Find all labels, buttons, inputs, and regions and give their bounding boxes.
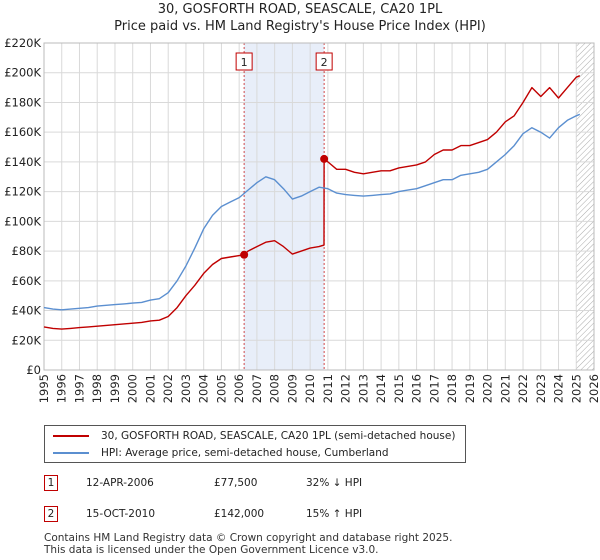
price-chart: £0 £20K £40K £60K £80K £100K £120K £140K £160K £1… bbox=[4, 36, 600, 403]
x-tick-label: 2001 bbox=[143, 374, 157, 403]
x-tick-label: 2009 bbox=[285, 374, 299, 403]
forecast-hatch bbox=[576, 43, 594, 370]
y-tick-label: £180K bbox=[4, 95, 41, 109]
x-tick-label: 2011 bbox=[321, 374, 335, 403]
footer-copyright: Contains HM Land Registry data © Crown c… bbox=[44, 532, 453, 544]
transaction-date: 15-OCT-2010 bbox=[86, 508, 155, 520]
x-tick-label: 2015 bbox=[392, 374, 406, 403]
footer-licence: This data is licensed under the Open Gov… bbox=[44, 544, 379, 556]
x-tick-label: 2004 bbox=[197, 374, 211, 403]
x-tick-label: 1996 bbox=[55, 374, 69, 403]
x-tick-label: 2012 bbox=[339, 374, 353, 403]
legend-item-hpi: HPI: Average price, semi-detached house,… bbox=[53, 445, 389, 461]
x-tick-label: 2006 bbox=[232, 374, 246, 403]
x-tick-label: 2016 bbox=[410, 374, 424, 403]
transaction-label-box bbox=[315, 52, 333, 71]
transaction-label: 1 bbox=[241, 56, 248, 69]
x-tick-label: 1995 bbox=[37, 374, 51, 403]
transaction-price: £77,500 bbox=[214, 477, 258, 489]
x-tick-label: 2019 bbox=[463, 374, 477, 403]
footer: Contains HM Land Registry data © Crown c… bbox=[44, 532, 452, 556]
transaction-number: 2 bbox=[44, 506, 58, 522]
x-tick-label: 2007 bbox=[250, 374, 264, 403]
y-tick-label: £140K bbox=[4, 155, 41, 169]
x-tick-label: 2022 bbox=[516, 374, 530, 403]
x-tick-label: 2014 bbox=[374, 374, 388, 403]
x-tick-label: 2000 bbox=[126, 374, 140, 403]
y-tick-label: £40K bbox=[12, 304, 42, 318]
x-tick-label: 2021 bbox=[498, 374, 512, 403]
legend-label-hpi: HPI: Average price, semi-detached house,… bbox=[101, 447, 389, 459]
legend-item-property: 30, GOSFORTH ROAD, SEASCALE, CA20 1PL (s… bbox=[53, 428, 455, 444]
y-tick-label: £60K bbox=[12, 274, 42, 288]
transaction-price: £142,000 bbox=[214, 508, 265, 520]
y-tick-label: £220K bbox=[4, 36, 41, 50]
y-tick-label: £20K bbox=[12, 333, 42, 347]
transaction-row-1: 1 12-APR-2006 £77,500 32% ↓ HPI bbox=[44, 474, 362, 492]
x-tick-label: 2013 bbox=[356, 374, 370, 403]
x-tick-label: 1997 bbox=[72, 374, 86, 403]
x-tick-label: 2002 bbox=[161, 374, 175, 403]
y-tick-label: £120K bbox=[4, 185, 41, 199]
x-tick-label: 2020 bbox=[481, 374, 495, 403]
x-tick-label: 2005 bbox=[214, 374, 228, 403]
transaction-row-2: 2 15-OCT-2010 £142,000 15% ↑ HPI bbox=[44, 505, 362, 523]
chart-title-line1: 30, GOSFORTH ROAD, SEASCALE, CA20 1PL bbox=[157, 2, 443, 17]
y-tick-label: £160K bbox=[4, 125, 41, 139]
x-tick-label: 2010 bbox=[303, 374, 317, 403]
transaction-hpi-diff: 32% ↓ HPI bbox=[306, 477, 363, 489]
transaction-point bbox=[240, 250, 249, 259]
transaction-number: 1 bbox=[44, 475, 58, 491]
x-tick-label: 2003 bbox=[179, 374, 193, 403]
x-tick-label: 2023 bbox=[534, 374, 548, 403]
legend-swatch-property bbox=[53, 435, 89, 437]
legend-label-property: 30, GOSFORTH ROAD, SEASCALE, CA20 1PL (s… bbox=[101, 430, 456, 442]
y-tick-label: £80K bbox=[12, 244, 42, 258]
transaction-date: 12-APR-2006 bbox=[86, 477, 154, 489]
y-tick-label: £100K bbox=[4, 214, 41, 228]
x-tick-label: 2018 bbox=[445, 374, 459, 403]
x-tick-label: 2024 bbox=[552, 374, 566, 403]
legend: 30, GOSFORTH ROAD, SEASCALE, CA20 1PL (s… bbox=[44, 425, 466, 463]
x-tick-label: 2026 bbox=[587, 374, 600, 403]
transaction-label: 2 bbox=[321, 56, 328, 69]
x-tick-label: 1998 bbox=[90, 374, 104, 403]
chart-title-line2: Price paid vs. HM Land Registry's House … bbox=[114, 19, 486, 34]
x-tick-label: 2017 bbox=[427, 374, 441, 403]
transaction-label-box bbox=[235, 52, 253, 71]
x-tick-label: 2008 bbox=[268, 374, 282, 403]
plot-frame bbox=[43, 42, 595, 371]
x-tick-label: 1999 bbox=[108, 374, 122, 403]
x-tick-label: 2025 bbox=[569, 374, 583, 403]
transaction-point bbox=[320, 154, 329, 163]
legend-swatch-hpi bbox=[53, 452, 89, 454]
hpi-line bbox=[43, 113, 581, 311]
y-tick-label: £0 bbox=[26, 363, 41, 377]
ownership-shading bbox=[244, 43, 325, 370]
y-tick-label: £200K bbox=[4, 66, 41, 80]
transaction-hpi-diff: 15% ↑ HPI bbox=[306, 508, 363, 520]
property-price-line bbox=[43, 75, 581, 330]
